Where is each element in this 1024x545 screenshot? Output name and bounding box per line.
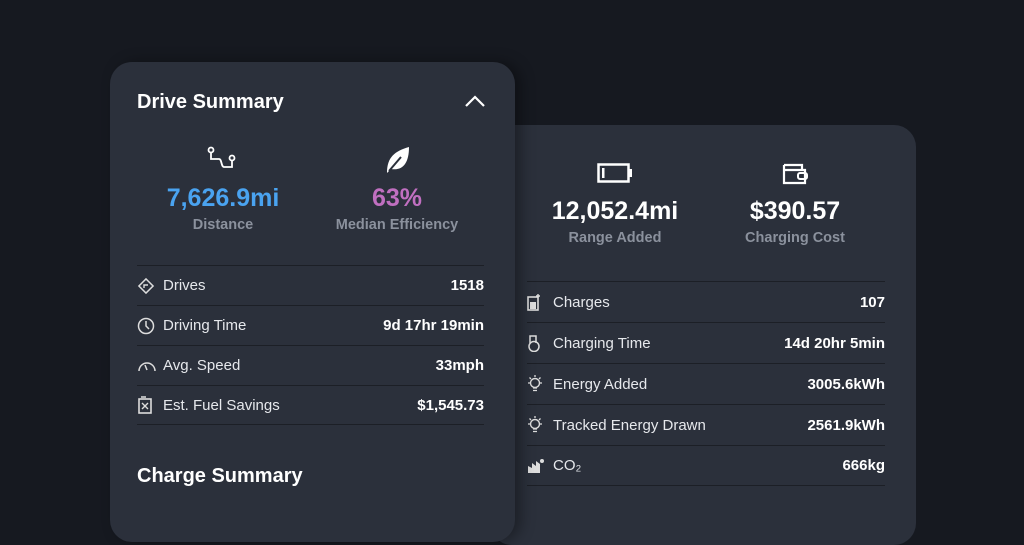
battery-icon — [525, 157, 705, 189]
charging-time-icon — [527, 334, 553, 352]
distance-label: Distance — [192, 217, 254, 233]
row-value: 33mph — [435, 357, 484, 374]
row-label: Drives — [163, 277, 206, 294]
charging-cost-label: Charging Cost — [745, 230, 845, 246]
charging-cost-value: $390.57 — [749, 197, 841, 225]
list-item-charging-time: Charging Time 14d 20hr 5min — [527, 322, 885, 363]
efficiency-label: Median Efficiency — [335, 217, 459, 233]
list-item-driving-time: Driving Time 9d 17hr 19min — [137, 305, 484, 345]
row-value: 14d 20hr 5min — [784, 334, 885, 352]
distance-stat: 7,626.9mi Distance — [133, 144, 313, 233]
charging-cost-stat: $390.57 Charging Cost — [705, 157, 885, 246]
wallet-icon — [705, 157, 885, 189]
range-added-stat: 12,052.4mi Range Added — [525, 157, 705, 246]
drive-summary-title: Drive Summary — [137, 91, 284, 113]
list-item-charges: Charges 107 — [527, 281, 885, 322]
row-label: Est. Fuel Savings — [163, 396, 280, 414]
list-item-energy-added: Energy Added 3005.6kWh — [527, 363, 885, 404]
charge-stats-list: Charges 107 Charging Time 14d 20hr 5min En… — [527, 281, 885, 486]
row-value: 1518 — [450, 277, 484, 294]
directions-icon — [137, 277, 163, 295]
row-label: Charges — [553, 293, 610, 311]
chevron-up-icon[interactable] — [464, 94, 486, 108]
row-label: Driving Time — [163, 317, 247, 334]
fuel-can-icon — [137, 396, 163, 414]
charger-icon — [527, 293, 553, 311]
range-added-label: Range Added — [568, 230, 662, 246]
leaf-icon — [307, 144, 487, 176]
row-label: Energy Added — [553, 375, 648, 393]
row-label: Avg. Speed — [163, 357, 241, 374]
list-item-drives: Drives 1518 — [137, 265, 484, 305]
factory-icon — [527, 458, 553, 474]
drive-stats-list: Drives 1518 Driving Time 9d 17hr 19min Avg… — [137, 265, 484, 425]
list-item-avg-speed: Avg. Speed 33mph — [137, 345, 484, 385]
row-value: 9d 17hr 19min — [383, 317, 484, 334]
charge-summary-card: 12,052.4mi Range Added $390.57 Charging … — [490, 125, 916, 545]
distance-value: 7,626.9mi — [166, 184, 280, 212]
efficiency-value: 63% — [371, 184, 423, 212]
lightbulb-icon — [527, 375, 553, 393]
charge-summary-title: Charge Summary — [137, 465, 303, 487]
row-value: 666kg — [842, 457, 885, 474]
speedometer-icon — [137, 358, 163, 374]
range-added-value: 12,052.4mi — [551, 197, 679, 225]
route-icon — [133, 144, 313, 176]
efficiency-stat: 63% Median Efficiency — [307, 144, 487, 233]
lightbulb-icon — [527, 416, 553, 434]
drive-summary-card: Drive Summary 7,626.9mi Distance 63% Med… — [110, 62, 515, 542]
list-item-co2: CO₂ 666kg — [527, 445, 885, 486]
row-label: Charging Time — [553, 334, 651, 352]
row-value: 2561.9kWh — [807, 416, 885, 434]
list-item-tracked-energy: Tracked Energy Drawn 2561.9kWh — [527, 404, 885, 445]
list-item-fuel-savings: Est. Fuel Savings $1,545.73 — [137, 385, 484, 425]
row-label: Tracked Energy Drawn — [553, 416, 706, 434]
row-value: $1,545.73 — [417, 396, 484, 414]
row-value: 3005.6kWh — [807, 375, 885, 393]
clock-icon — [137, 317, 163, 335]
row-value: 107 — [859, 293, 885, 311]
row-label: CO₂ — [553, 457, 582, 474]
